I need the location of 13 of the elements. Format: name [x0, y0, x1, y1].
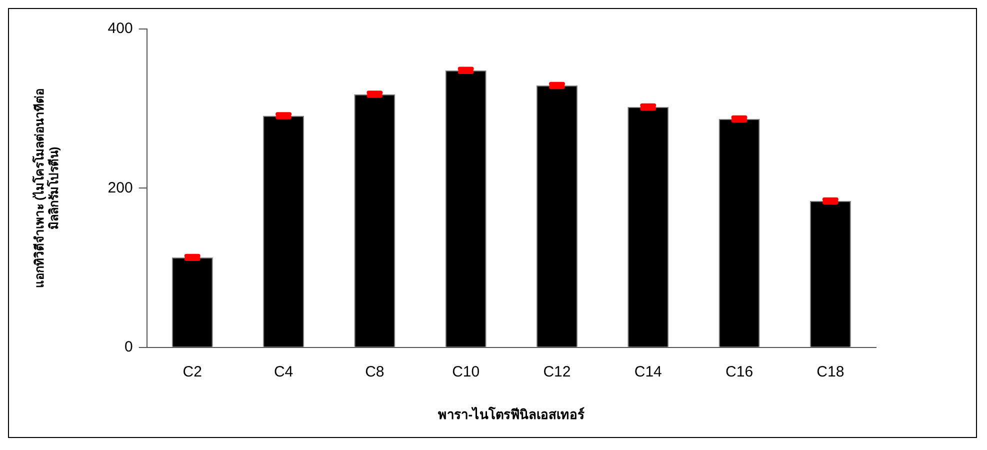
- x-tick-label: C12: [543, 364, 571, 381]
- x-tick-label: C10: [452, 364, 480, 381]
- x-tick-label: C2: [182, 364, 202, 381]
- x-axis-title: พารา-ไนโตรฟีนิลเอสเทอร์: [438, 406, 585, 422]
- y-tick-label: 400: [108, 20, 133, 38]
- x-tick-label: C4: [274, 364, 294, 381]
- y-tick-label: 0: [124, 338, 133, 356]
- y-tick-label: 200: [108, 179, 133, 196]
- x-tick-label: C8: [365, 364, 384, 381]
- x-tick-label: C14: [634, 364, 662, 381]
- y-axis-title: แอกทิวิตีจำเพาะ (ไมโครโมลต่อนาทีต่อ มิลลิกรัมโปรตีน): [32, 88, 61, 288]
- x-tick-label: C16: [726, 364, 754, 381]
- x-tick-label: C18: [816, 364, 844, 381]
